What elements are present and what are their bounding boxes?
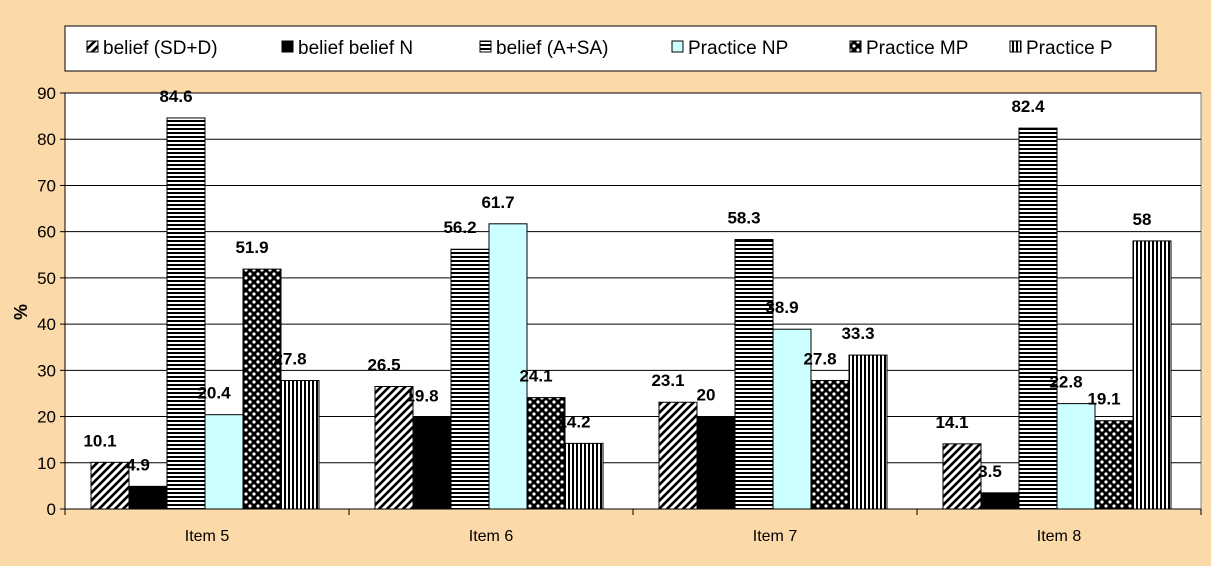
bar xyxy=(90,461,130,510)
y-tick-label: 0 xyxy=(47,500,56,519)
data-label: 14.2 xyxy=(557,412,590,431)
bar xyxy=(166,117,206,510)
legend-label: belief belief N xyxy=(298,38,413,59)
bar xyxy=(1132,240,1172,510)
bar xyxy=(1056,403,1096,510)
bar xyxy=(658,401,698,510)
legend-box xyxy=(64,25,1157,72)
bar xyxy=(848,354,888,510)
data-label: 3.5 xyxy=(978,462,1002,481)
y-tick-label: 70 xyxy=(37,176,56,195)
data-labels: 10.1 4.9 84.6 20.4 51.9 27.8 26.5 19.8 56.2 61.7 2… xyxy=(83,87,1151,481)
data-label: 20.4 xyxy=(197,384,231,403)
x-tick-label: Item 8 xyxy=(1037,528,1082,545)
legend-label: belief (A+SA) xyxy=(496,38,608,59)
data-label: 24.1 xyxy=(519,367,552,386)
legend-swatch xyxy=(479,40,492,53)
legend-swatch xyxy=(281,40,294,53)
bar xyxy=(1094,420,1134,510)
legend-label: Practice P xyxy=(1026,38,1113,59)
bar xyxy=(810,380,850,510)
data-label: 14.1 xyxy=(935,413,968,432)
bar xyxy=(734,239,774,510)
x-tick-label: Item 5 xyxy=(185,528,230,545)
bar xyxy=(980,492,1020,510)
y-tick-label: 30 xyxy=(37,361,56,380)
data-label: 26.5 xyxy=(367,356,400,375)
bar xyxy=(526,397,566,510)
data-label: 4.9 xyxy=(126,455,150,474)
legend-swatch xyxy=(671,40,684,53)
legend-label: belief (SD+D) xyxy=(103,38,218,59)
data-label: 38.9 xyxy=(765,298,798,317)
data-label: 10.1 xyxy=(83,431,116,450)
data-label: 61.7 xyxy=(481,193,514,212)
data-label: 19.8 xyxy=(405,386,438,405)
bar xyxy=(696,416,736,510)
data-label: 58.3 xyxy=(727,209,760,228)
data-label: 20 xyxy=(697,386,716,405)
bar xyxy=(1018,127,1058,510)
bar xyxy=(242,268,282,510)
x-tick-label: Item 7 xyxy=(753,528,798,545)
bar xyxy=(128,485,168,510)
bar xyxy=(450,248,490,510)
data-label: 23.1 xyxy=(651,371,684,390)
data-label: 27.8 xyxy=(273,350,306,369)
data-label: 27.8 xyxy=(803,350,836,369)
x-tick-label: Item 6 xyxy=(469,528,514,545)
data-label: 33.3 xyxy=(841,324,874,343)
legend-label: Practice MP xyxy=(866,38,968,59)
bar xyxy=(564,442,604,510)
bar xyxy=(204,414,244,510)
bar xyxy=(488,223,528,510)
y-tick-label: 50 xyxy=(37,269,56,288)
y-axis-title: % xyxy=(11,304,31,320)
bar xyxy=(374,386,414,510)
y-tick-label: 40 xyxy=(37,315,56,334)
legend-swatch xyxy=(1009,40,1022,53)
legend-swatch xyxy=(849,40,862,53)
data-label: 22.8 xyxy=(1049,373,1082,392)
y-tick-label: 60 xyxy=(37,223,56,242)
legend-swatch xyxy=(86,40,99,53)
data-label: 58 xyxy=(1133,210,1152,229)
bar xyxy=(280,380,320,510)
data-label: 51.9 xyxy=(235,238,268,257)
y-tick-label: 20 xyxy=(37,408,56,427)
legend: belief (SD+D) belief belief N belief (A+SA… xyxy=(86,38,1113,59)
legend-label: Practice NP xyxy=(688,38,788,59)
bar xyxy=(942,443,982,510)
data-label: 56.2 xyxy=(443,218,476,237)
bars xyxy=(90,117,1172,510)
y-tick-label: 90 xyxy=(37,84,56,103)
bar xyxy=(412,416,452,510)
data-label: 19.1 xyxy=(1087,390,1120,409)
y-tick-label: 10 xyxy=(37,454,56,473)
y-tick-label: 80 xyxy=(37,130,56,149)
axes: 0 10 20 30 40 50 60 70 80 90 Item 5 Item 6 Item 7 Ite… xyxy=(37,84,1202,545)
data-label: 84.6 xyxy=(159,87,192,106)
data-label: 82.4 xyxy=(1011,97,1045,116)
